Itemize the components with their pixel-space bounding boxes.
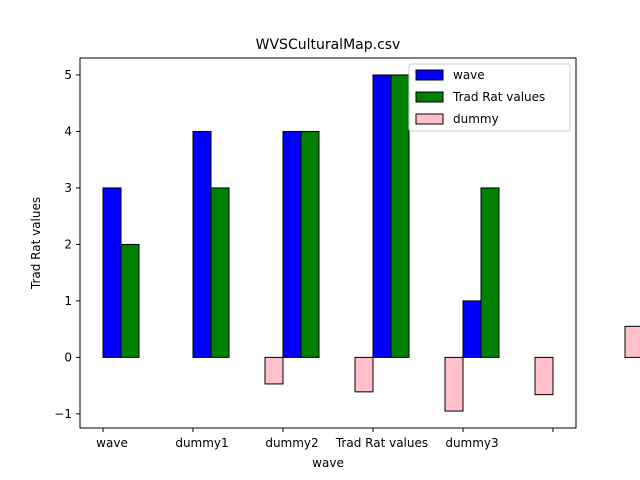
bar-2-4	[390, 74, 410, 358]
bar-1-3	[282, 130, 302, 358]
legend-label-1: wave	[453, 68, 485, 82]
x-tick-label-5: dummy3	[445, 436, 498, 450]
bar-3-2	[264, 356, 284, 385]
bar-2-1	[120, 243, 140, 358]
bar-1-1	[102, 187, 122, 358]
x-tick-label-4: Trad Rat values	[335, 436, 428, 450]
y-tick-label-1: −1	[54, 407, 72, 421]
x-tick-label-1: wave	[96, 436, 128, 450]
axes-frame	[79, 57, 577, 429]
y-tick-label-7: 5	[64, 68, 72, 82]
bar-2-5	[480, 187, 500, 358]
bar-1-2	[192, 130, 212, 358]
bar-3-6	[624, 325, 640, 358]
chart-title: WVSCulturalMap.csv	[256, 37, 401, 53]
y-tick-label-6: 4	[64, 124, 72, 138]
bar-2-2	[210, 187, 230, 358]
plot-area: −1 0 1 2 3 4 5 wave dummy1 dummy2 Trad Rat values d…	[54, 68, 640, 450]
legend-swatch-2	[415, 91, 444, 103]
x-tick-label-2: dummy1	[175, 436, 228, 450]
bar-3-5	[534, 356, 554, 396]
bar-1-5	[462, 300, 482, 358]
bar-3-4	[444, 356, 464, 412]
x-axis-label: wave	[312, 456, 344, 470]
y-tick-label-4: 2	[64, 237, 72, 251]
legend-frame	[408, 63, 571, 132]
x-tick-label-3: dummy2	[265, 436, 318, 450]
y-tick-label-2: 0	[64, 350, 72, 364]
bar-3-3	[354, 356, 374, 393]
y-axis-label: Trad Rat values	[29, 197, 43, 290]
legend-swatch-3	[415, 113, 444, 125]
bar-2-3	[300, 130, 320, 358]
y-tick-label-5: 3	[64, 181, 72, 195]
legend-swatch-1	[415, 69, 444, 81]
legend-label-2: Trad Rat values	[452, 90, 545, 104]
legend-label-3: dummy	[453, 112, 499, 126]
bar-1-4	[372, 74, 392, 358]
legend: wave Trad Rat values dummy	[408, 63, 571, 132]
y-tick-label-3: 1	[64, 294, 72, 308]
